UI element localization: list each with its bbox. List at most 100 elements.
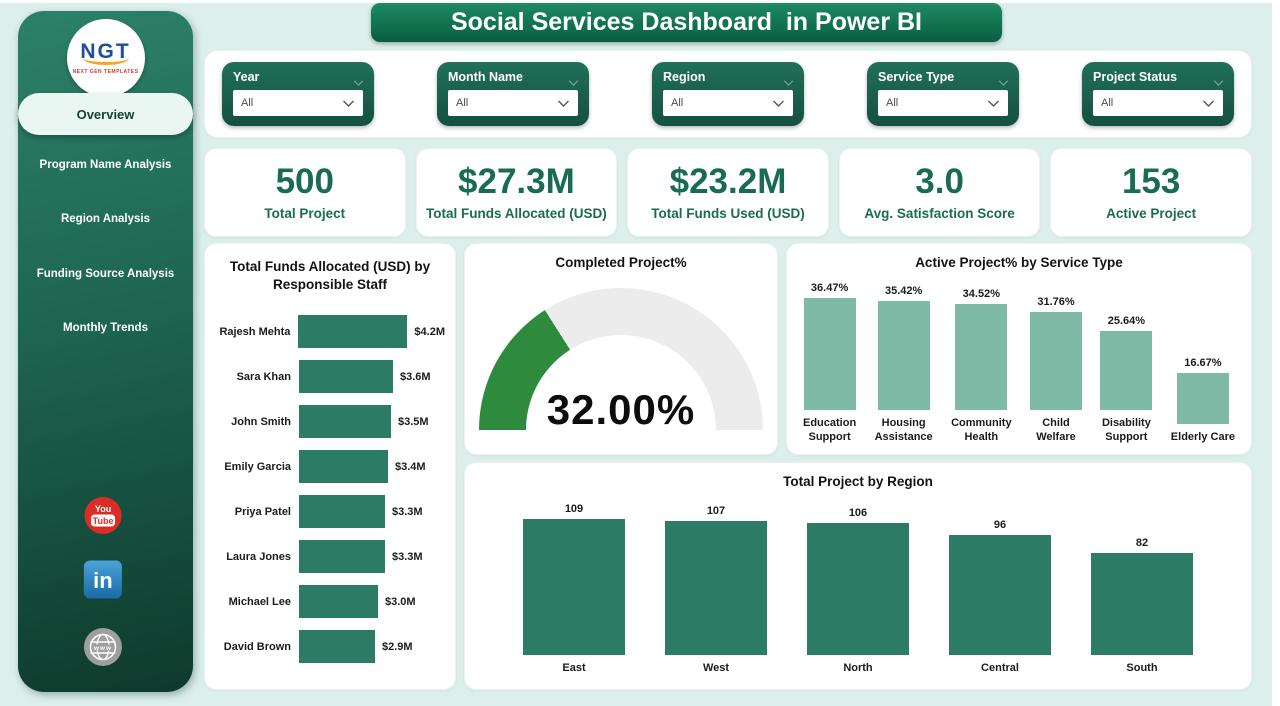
sidebar-item-overview[interactable]: Overview	[18, 93, 193, 135]
chart-title: Total Project by Region	[783, 474, 933, 489]
slicer-label: Service Type	[878, 70, 955, 84]
gauge: 32.00%	[479, 287, 763, 434]
bar[interactable]	[299, 585, 378, 619]
chart-column-plot: 25.64%	[1100, 276, 1153, 410]
bar[interactable]	[299, 630, 375, 664]
chart-column: 82 South	[1091, 499, 1193, 675]
bar[interactable]	[1100, 330, 1153, 410]
active-by-service-type-card: Active Project% by Service Type 36.47% Ed…	[786, 243, 1252, 455]
chevron-down-icon	[353, 80, 364, 86]
bar-value-label: 106	[848, 506, 868, 519]
linkedin-icon[interactable]: in	[83, 560, 122, 599]
bar[interactable]	[949, 534, 1051, 655]
slicer-dropdown-month-name[interactable]: All	[448, 90, 578, 116]
bar[interactable]	[803, 297, 856, 410]
kpi-value: 3.0	[915, 162, 964, 201]
chart-column-plot: 31.76%	[1029, 276, 1082, 410]
bar-category-label: Sara Khan	[236, 370, 291, 383]
staff-bar-row: Priya Patel $3.3M	[215, 489, 445, 534]
kpi-card-active-project: 153 Active Project	[1050, 148, 1252, 237]
staff-bar-row: Laura Jones $3.3M	[215, 534, 445, 579]
staff-chart-body: Rajesh Mehta $4.2M Sara Khan $3.6M John Smit…	[215, 309, 445, 669]
bar[interactable]	[955, 303, 1008, 410]
bar-value-label: $3.3M	[392, 505, 423, 518]
sidebar-item-region-analysis[interactable]: Region Analysis	[18, 213, 193, 225]
slicer-collapse-chevron[interactable]	[353, 73, 364, 91]
kpi-card-avg-satisfaction-score: 3.0 Avg. Satisfaction Score	[838, 148, 1041, 237]
chart-column-plot: 106	[807, 499, 909, 655]
bar-value-label: 82	[1135, 536, 1149, 549]
sidebar-item-label: Funding Source Analysis	[36, 268, 175, 280]
bar-category-label: Central	[981, 661, 1019, 674]
kpi-label: Total Project	[264, 206, 346, 221]
bar-value-label: $3.3M	[392, 550, 423, 563]
bar[interactable]	[299, 450, 388, 484]
bar[interactable]	[665, 520, 767, 655]
bar-value-label: $3.0M	[385, 595, 416, 608]
youtube-icon[interactable]: You Tube	[84, 497, 122, 534]
chart-column-plot: 16.67%	[1176, 290, 1229, 424]
chevron-down-icon	[558, 100, 569, 107]
slicer-dropdown-service-type[interactable]: All	[878, 90, 1008, 116]
staff-bar-row: Emily Garcia $3.4M	[215, 444, 445, 489]
bar-value-label: 96	[993, 518, 1007, 531]
chart-column-plot: 96	[949, 499, 1051, 655]
staff-bar-row: Michael Lee $3.0M	[215, 579, 445, 624]
canvas-edge-top	[0, 0, 1280, 3]
website-globe-icon[interactable]: www	[83, 628, 122, 666]
slicer-label: Month Name	[448, 70, 523, 84]
bar-value-label: $3.5M	[398, 415, 429, 428]
chart-column: 31.76% Child Welfare	[1029, 276, 1082, 445]
bar-category-label: Laura Jones	[226, 550, 291, 563]
sidebar-item-funding-source-analysis[interactable]: Funding Source Analysis	[18, 268, 193, 280]
sidebar-item-monthly-trends[interactable]: Monthly Trends	[18, 322, 193, 334]
sidebar-item-label: Overview	[76, 106, 135, 122]
chart-column: 25.64% Disability Support	[1100, 276, 1153, 445]
chart-column: 107 West	[665, 499, 767, 675]
region-chart: 109 East 107 West 106 North 96 Central 82 South	[475, 499, 1241, 675]
bar-category-label: Emily Garcia	[224, 460, 291, 473]
slicer-collapse-chevron[interactable]	[998, 73, 1009, 91]
chart-column-plot: 34.52%	[955, 276, 1008, 410]
chart-column-plot: 35.42%	[877, 276, 930, 410]
bar[interactable]	[299, 360, 393, 394]
chart-column: 35.42% Housing Assistance	[875, 276, 933, 445]
ngt-logo: NGT NEXT GEN TEMPLATES	[66, 19, 145, 97]
svg-text:Tube: Tube	[92, 516, 113, 526]
chart-column: 109 East	[523, 499, 625, 675]
slicer-dropdown-project-status[interactable]: All	[1093, 90, 1223, 116]
kpi-label: Active Project	[1106, 206, 1197, 221]
bar-value-label: $3.4M	[395, 460, 426, 473]
sidebar: NGT NEXT GEN TEMPLATES Overview Program …	[18, 11, 193, 692]
bar[interactable]	[1091, 552, 1193, 655]
slicer-collapse-chevron[interactable]	[783, 73, 794, 91]
sidebar-item-label: Monthly Trends	[63, 322, 148, 334]
chart-column: 96 Central	[949, 499, 1051, 675]
project-by-region-card: Total Project by Region 109 East 107 West 10…	[464, 462, 1252, 690]
bar[interactable]	[877, 300, 930, 410]
slicer-selected-value: All	[886, 97, 899, 109]
bar-category-label: Priya Patel	[234, 505, 291, 518]
kpi-value: 153	[1121, 162, 1181, 201]
slicer-dropdown-year[interactable]: All	[233, 90, 363, 116]
kpi-card-total-funds-used-usd-: $23.2M Total Funds Used (USD)	[627, 148, 829, 237]
bar[interactable]	[298, 315, 408, 349]
bar[interactable]	[1176, 372, 1229, 424]
kpi-row: 500 Total Project $27.3M Total Funds Alloca…	[204, 148, 1252, 237]
slicer-selected-value: All	[456, 97, 469, 109]
logo-subtext: NEXT GEN TEMPLATES	[72, 69, 139, 75]
chart-column-plot: 107	[665, 499, 767, 655]
svg-text:in: in	[93, 568, 113, 593]
bar[interactable]	[299, 405, 391, 439]
bar[interactable]	[299, 495, 385, 529]
bar[interactable]	[299, 540, 385, 574]
bar[interactable]	[807, 522, 909, 655]
bar[interactable]	[523, 518, 625, 655]
sidebar-item-program-name-analysis[interactable]: Program Name Analysis	[18, 159, 193, 171]
slicer-dropdown-region[interactable]: All	[663, 90, 793, 116]
chevron-down-icon	[773, 100, 784, 107]
slicer-collapse-chevron[interactable]	[568, 73, 579, 91]
svg-text:You: You	[94, 504, 110, 514]
slicer-collapse-chevron[interactable]	[1213, 73, 1224, 91]
bar[interactable]	[1029, 311, 1082, 410]
